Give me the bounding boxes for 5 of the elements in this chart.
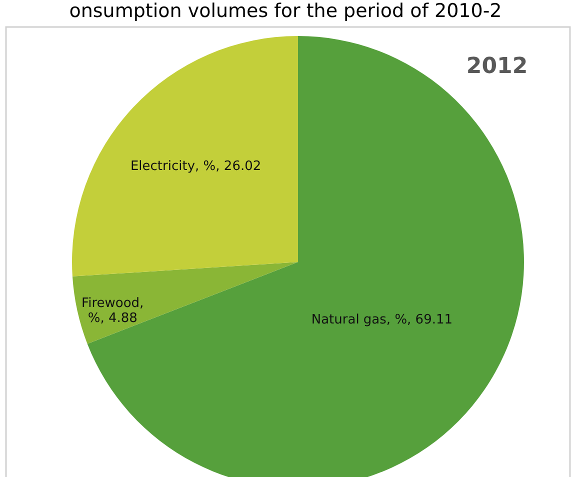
slice-label: Electricity, %, 26.02 — [130, 159, 262, 174]
slice-label: Natural gas, %, 69.11 — [311, 312, 453, 328]
chart-title: onsumption volumes for the period of 2010-2 — [69, 0, 502, 22]
text: 2012 — [466, 54, 528, 79]
slice-label: Firewood, %, 4.88 — [82, 296, 144, 326]
